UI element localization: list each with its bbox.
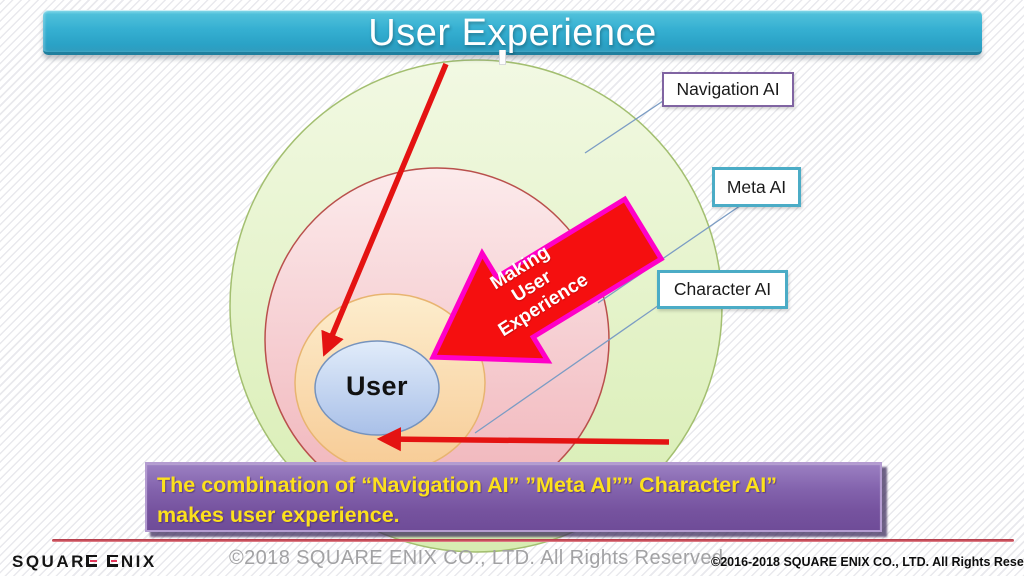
logo-letter-e-icon	[86, 554, 98, 567]
label-navigation-ai-text: Navigation AI	[676, 79, 780, 99]
callout-line1: The combination of “Navigation AI” ”Meta…	[157, 473, 777, 497]
title-bar: User Experience	[43, 10, 982, 55]
logo-text-part2: NIX	[120, 552, 157, 571]
copyright-primary: ©2018 SQUARE ENIX CO., LTD. All Rights R…	[229, 547, 730, 569]
label-meta-ai-text: Meta AI	[726, 176, 787, 197]
anchor-tick	[499, 50, 506, 65]
callout-line2: makes user experience.	[157, 503, 400, 528]
callout-box: The combination of “Navigation AI” ”Meta…	[145, 462, 882, 532]
connector-character-ai	[474, 302, 663, 434]
label-character-ai-text: Character AI	[673, 279, 772, 299]
arrow-right-to-user	[376, 427, 670, 452]
logo-letter-e-icon	[106, 554, 118, 567]
label-character-ai: Character AI	[657, 270, 788, 309]
label-navigation-ai: Navigation AI	[662, 72, 794, 107]
square-enix-logo: SQUAR NIX	[12, 552, 157, 571]
block-arrow-making-user-experience	[429, 195, 665, 364]
footer-divider-line	[52, 539, 1014, 542]
arrow-top-to-user	[321, 62, 449, 357]
user-label: User	[345, 371, 409, 401]
connector-meta-ai	[597, 200, 748, 304]
label-meta-ai: Meta AI	[712, 167, 801, 207]
connector-navigation-ai	[584, 100, 664, 154]
page-title: User Experience	[368, 12, 657, 54]
copyright-secondary: ©2016-2018 SQUARE ENIX CO., LTD. All Rig…	[711, 555, 1024, 569]
logo-text-part1: SQUAR	[12, 552, 86, 571]
